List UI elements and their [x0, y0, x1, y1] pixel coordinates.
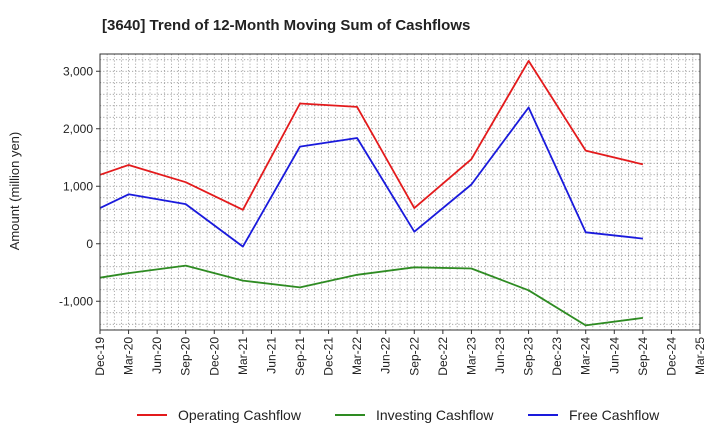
y-tick-label: 2,000 — [63, 122, 93, 136]
y-tick-label: 0 — [86, 237, 93, 251]
x-tick-label: Dec-20 — [207, 337, 221, 376]
x-tick-label: Sep-20 — [179, 337, 193, 376]
y-tick-label: 3,000 — [63, 64, 93, 78]
x-tick-label: Dec-22 — [436, 337, 450, 376]
legend-label-free-cashflow: Free Cashflow — [569, 407, 660, 423]
x-tick-label: Mar-23 — [464, 337, 478, 375]
series-line-operating-cashflow — [99, 60, 644, 211]
grid-layer — [99, 54, 701, 330]
x-tick-label: Jun-22 — [379, 337, 393, 374]
y-tick-labels: -1,000 0 1,000 2,000 3,000 — [59, 64, 100, 308]
legend: Operating Cashflow Investing Cashflow Free… — [137, 407, 660, 423]
y-axis-label: Amount (million yen) — [7, 132, 22, 251]
x-tick-label: Sep-24 — [636, 337, 650, 376]
x-tick-label: Mar-24 — [579, 337, 593, 375]
plot-frame — [99, 53, 701, 331]
series-layer — [99, 60, 644, 327]
x-tick-label: Dec-24 — [664, 337, 678, 376]
x-tick-label: Dec-19 — [93, 337, 107, 376]
legend-label-investing-cashflow: Investing Cashflow — [376, 407, 494, 423]
x-tick-label: Dec-23 — [550, 337, 564, 376]
x-tick-label: Sep-21 — [293, 337, 307, 376]
y-tick-label: -1,000 — [59, 294, 93, 308]
x-tick-labels: Dec-19 Mar-20 Jun-20 Sep-20 Dec-20 Mar-21 Jun-… — [93, 330, 707, 376]
x-tick-label: Mar-22 — [350, 337, 364, 375]
x-tick-label: Dec-21 — [322, 337, 336, 376]
y-tick-label: 1,000 — [63, 179, 93, 193]
x-tick-label: Mar-25 — [693, 337, 707, 375]
x-tick-label: Jun-20 — [150, 337, 164, 374]
x-tick-label: Mar-21 — [236, 337, 250, 375]
x-tick-label: Mar-20 — [122, 337, 136, 375]
chart-title: [3640] Trend of 12-Month Moving Sum of C… — [102, 17, 470, 34]
x-tick-label: Sep-23 — [522, 337, 536, 376]
series-line-free-cashflow — [99, 106, 643, 248]
x-tick-label: Jun-23 — [493, 337, 507, 374]
x-tick-label: Jun-21 — [264, 337, 278, 374]
series-line-investing-cashflow — [99, 264, 644, 327]
x-tick-label: Sep-22 — [407, 337, 421, 376]
x-tick-label: Jun-24 — [607, 337, 621, 374]
legend-label-operating-cashflow: Operating Cashflow — [178, 407, 302, 423]
